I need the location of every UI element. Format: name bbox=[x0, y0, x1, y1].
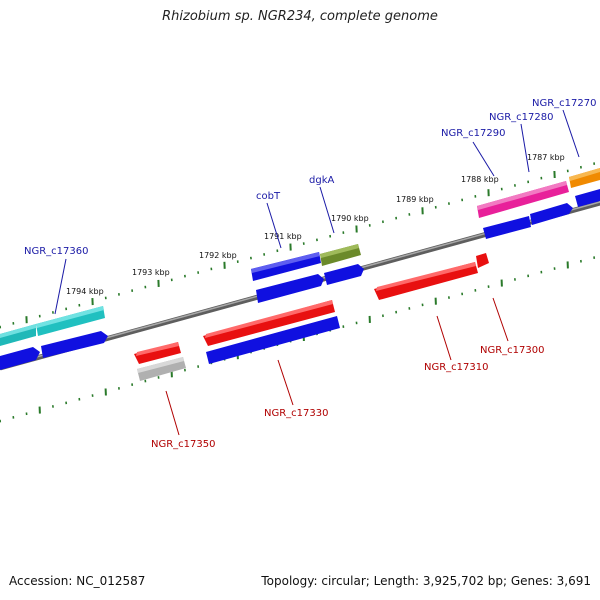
gene-cobT[interactable] bbox=[251, 252, 321, 281]
leader-line-dgkA bbox=[319, 186, 335, 234]
gene-label-ngr-c17290[interactable]: NGR_c17290 bbox=[441, 128, 506, 139]
gene-ngr-c17360[interactable] bbox=[36, 306, 105, 336]
gene-arrow-fwd-0[interactable] bbox=[0, 347, 40, 370]
reverse-secondary-track bbox=[137, 316, 340, 381]
topology-label: Topology: circular; Length: 3,925,702 bp… bbox=[261, 574, 591, 588]
gene-dgkA[interactable] bbox=[320, 244, 361, 266]
leader-line-ngr-c17310 bbox=[436, 315, 452, 361]
leader-line-cobT bbox=[266, 202, 282, 249]
scale-label-1788: 1788 kbp bbox=[461, 175, 499, 184]
scale-label-1791: 1791 kbp bbox=[264, 232, 302, 241]
gene-arrow-fwd-4[interactable] bbox=[483, 216, 531, 239]
leader-lines bbox=[54, 109, 580, 436]
forward-blue-track bbox=[0, 189, 600, 370]
gene-ngr-c17330[interactable] bbox=[203, 300, 335, 346]
gene-label-ngr-c17280[interactable]: NGR_c17280 bbox=[489, 112, 554, 123]
gene-label-ngr-c17330[interactable]: NGR_c17330 bbox=[264, 408, 329, 419]
gene-ngr-c17310[interactable] bbox=[374, 262, 478, 300]
gene-label-ngr-c17310[interactable]: NGR_c17310 bbox=[424, 362, 489, 373]
gene-label-ngr-c17350[interactable]: NGR_c17350 bbox=[151, 439, 216, 450]
gene-arrow-fwd-5[interactable] bbox=[530, 203, 573, 225]
gene-arrow-fwd-2[interactable] bbox=[256, 274, 324, 303]
gene-ngr-c17300[interactable] bbox=[476, 253, 489, 268]
scale-label-1789: 1789 kbp bbox=[396, 195, 434, 204]
gene-arrow-fwd-1[interactable] bbox=[41, 331, 108, 358]
gene-ngr-c17290[interactable] bbox=[477, 181, 569, 218]
scale-label-1790: 1790 kbp bbox=[331, 214, 369, 223]
gene-ngr-c17370[interactable] bbox=[0, 324, 36, 346]
gene-label-dgkA[interactable]: dgkA bbox=[309, 175, 334, 186]
gene-ngr-c17270[interactable] bbox=[569, 168, 600, 188]
scale-label-1792: 1792 kbp bbox=[199, 251, 237, 260]
scale-labels: 1794 kbp 1793 kbp 1792 kbp 1791 kbp 1790… bbox=[66, 153, 565, 296]
gene-label-ngr-c17270[interactable]: NGR_c17270 bbox=[532, 98, 597, 109]
leader-line-ngr-c17350 bbox=[165, 390, 180, 436]
map-title: Rhizobium sp. NGR234, complete genome bbox=[162, 9, 438, 24]
gene-ngr-c17350-secondary[interactable] bbox=[137, 357, 186, 381]
accession-label: Accession: NC_012587 bbox=[9, 574, 146, 588]
outer-tick-track bbox=[0, 162, 596, 329]
scale-label-1794: 1794 kbp bbox=[66, 287, 104, 296]
gene-ngr-c17350[interactable] bbox=[134, 342, 181, 364]
gene-label-ngr-c17360[interactable]: NGR_c17360 bbox=[24, 246, 89, 257]
leader-line-ngr-c17290 bbox=[472, 141, 495, 177]
gene-arrow-rev-blue[interactable] bbox=[206, 316, 340, 364]
leader-line-ngr-c17360 bbox=[54, 258, 67, 315]
scale-label-1793: 1793 kbp bbox=[132, 268, 170, 277]
gene-label-cobT[interactable]: cobT bbox=[256, 191, 281, 202]
reverse-red-track bbox=[134, 253, 489, 364]
leader-line-ngr-c17280 bbox=[520, 123, 530, 173]
leader-line-ngr-c17330 bbox=[277, 359, 294, 406]
gene-arrow-fwd-3[interactable] bbox=[324, 264, 364, 285]
gene-label-ngr-c17300[interactable]: NGR_c17300 bbox=[480, 345, 545, 356]
gene-arrow-fwd-6[interactable] bbox=[575, 189, 600, 207]
leader-line-ngr-c17270 bbox=[562, 109, 580, 158]
leader-line-ngr-c17300 bbox=[492, 297, 509, 342]
scale-label-1787: 1787 kbp bbox=[527, 153, 565, 162]
forward-colored-track bbox=[0, 168, 600, 346]
gene-labels: NGR_c17360 cobT dgkA NGR_c17290 NGR_c172… bbox=[24, 98, 597, 450]
